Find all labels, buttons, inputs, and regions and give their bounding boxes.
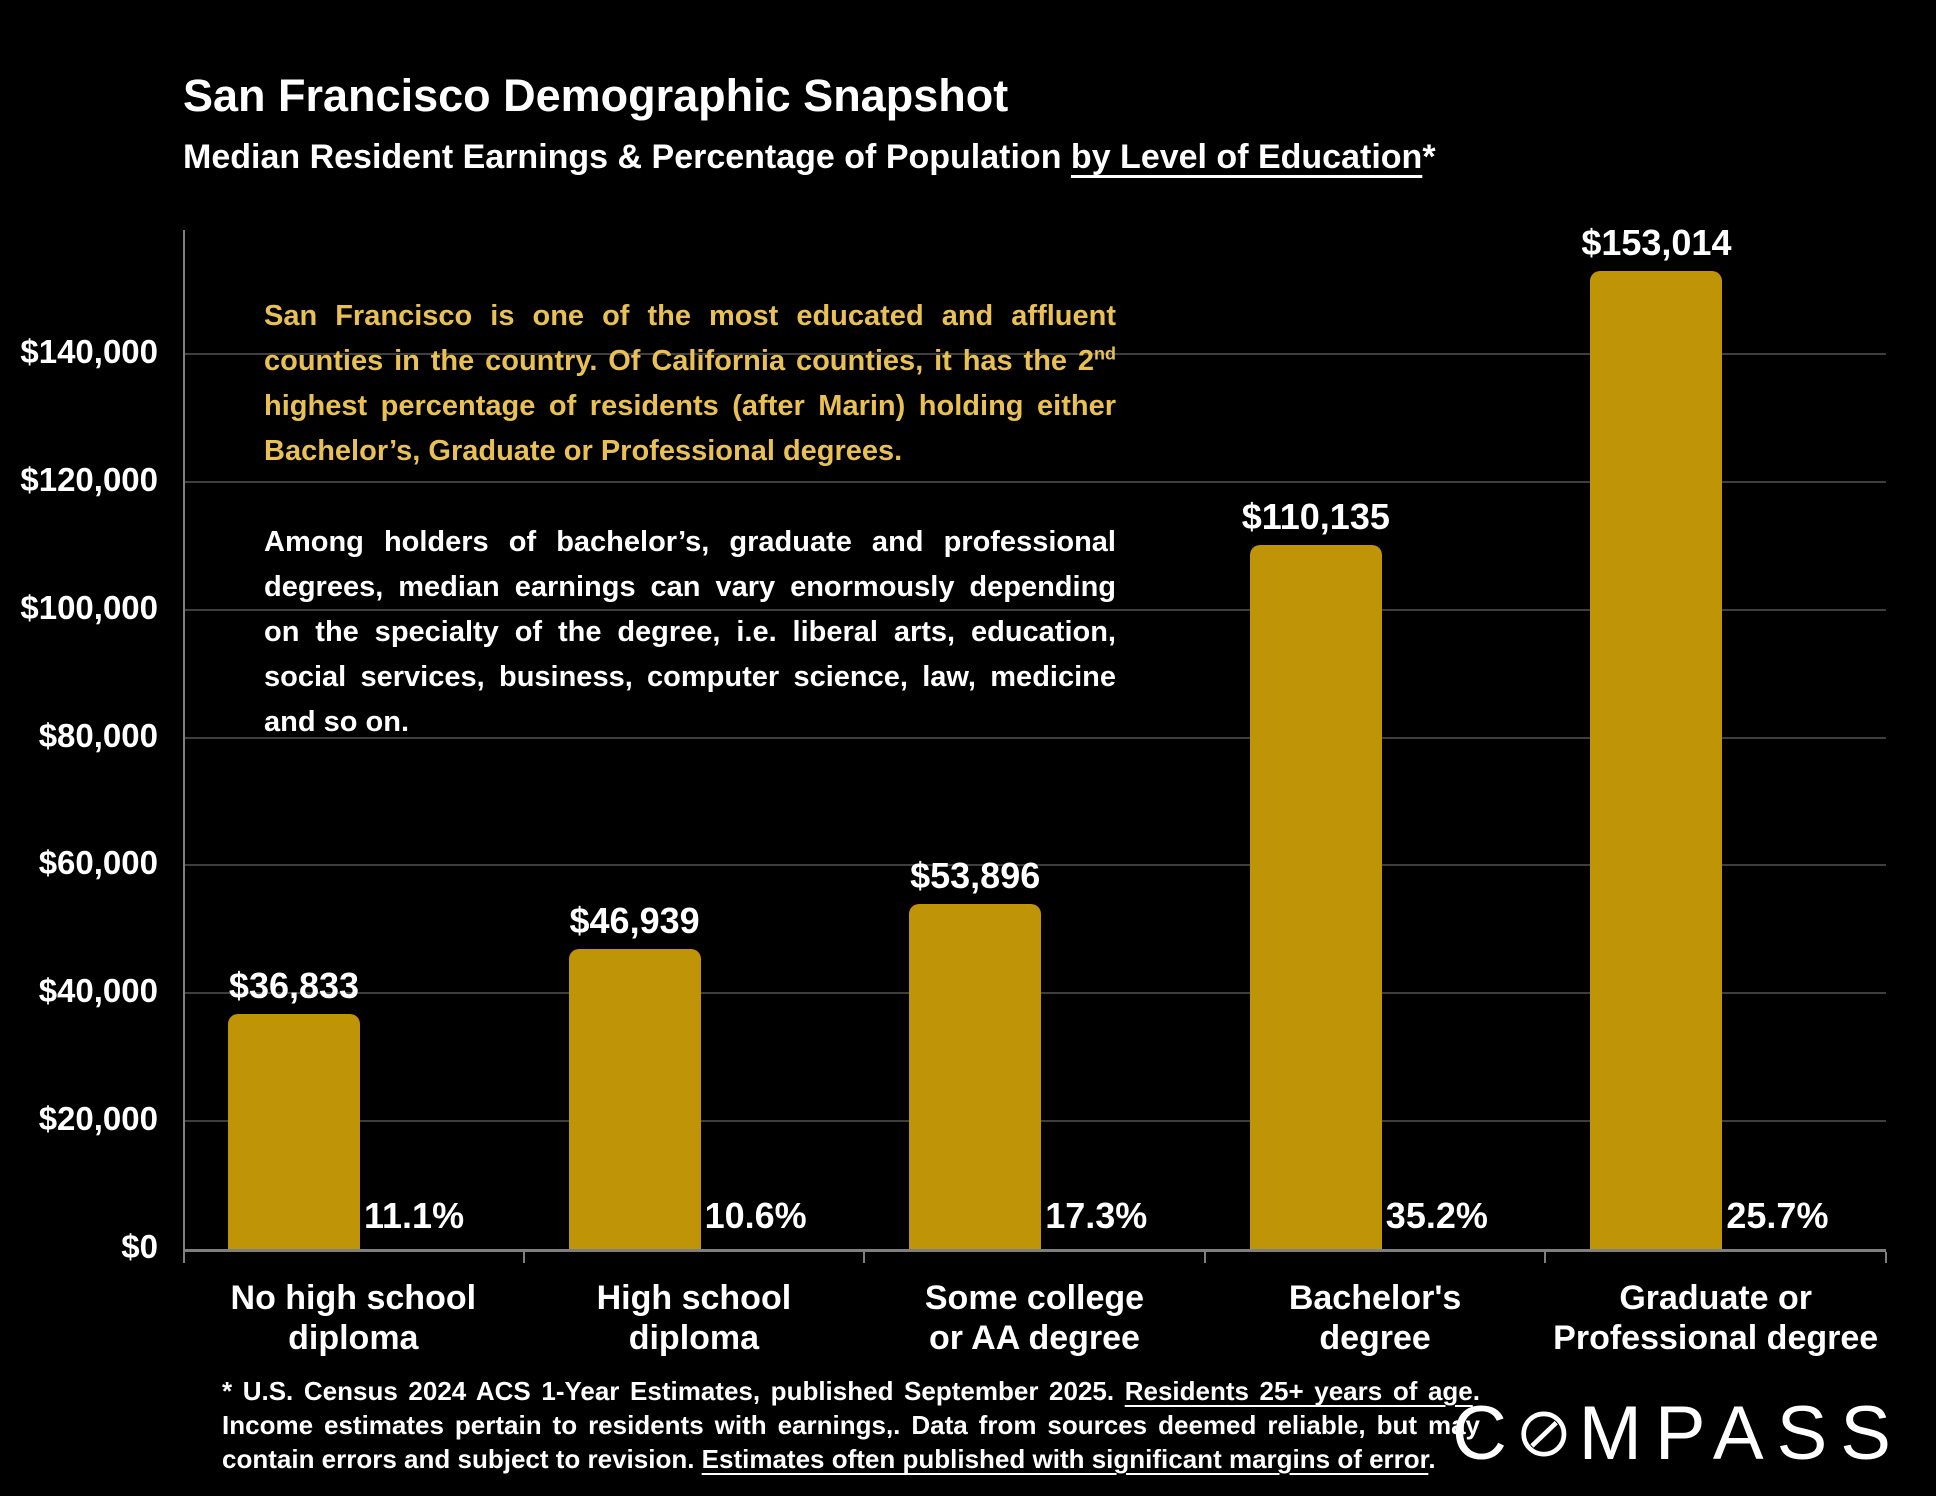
y-gridline [183,480,1886,483]
y-axis-tick-label: $120,000 [20,460,158,498]
bar-value-label: $53,896 [910,855,1041,897]
y-axis-tick-label: $0 [121,1228,158,1265]
footnote-text-2: . Income estimates pertain to residents … [222,1376,1480,1474]
subtitle-underlined: by Level of Education [1070,138,1423,176]
x-axis-tick [1544,1252,1547,1263]
page-title: San Francisco Demographic Snapshot [183,70,1009,121]
x-axis-category-label: High school diploma [596,1279,792,1357]
x-axis-tick [1885,1252,1887,1263]
bar-graduate-or-professional-degree [1590,270,1723,1249]
page-subtitle: Median Resident Earnings & Percentage of… [183,138,1436,177]
x-axis-category-label: No high school diploma [230,1279,477,1357]
bar-high-school-diploma [568,948,701,1249]
bar-value-label: $153,014 [1581,221,1732,263]
x-axis-line [183,1249,1886,1252]
gold-note-text: San Francisco is one of the most educate… [264,300,1116,377]
bar-percentage-label: 10.6% [704,1195,807,1236]
y-axis-line [183,230,185,1263]
y-axis-tick-label: $60,000 [38,844,158,882]
x-axis-category-label: Graduate or Professional degree [1553,1279,1879,1357]
footnote-underlined-1: Residents 25+ years of age [1124,1376,1473,1406]
y-gridline [183,864,1886,867]
footnote: * U.S. Census 2024 ACS 1-Year Estimates,… [222,1374,1480,1476]
x-axis-tick [522,1252,525,1263]
compass-o-needle-icon [1521,1411,1567,1457]
subtitle-prefix: Median Resident Earnings & Percentage of… [183,138,1071,176]
x-axis-tick [863,1252,866,1263]
bar-value-label: $110,135 [1241,495,1390,537]
bar-value-label: $36,833 [228,964,360,1006]
y-gridline [183,608,1886,611]
compass-logo: C MPASS [1452,1388,1904,1478]
subtitle-asterisk: * [1422,138,1436,176]
footnote-text-1: * U.S. Census 2024 ACS 1-Year Estimates,… [222,1376,1125,1406]
annotation-white: Among holders of bachelor’s, graduate an… [264,526,1116,738]
bar-value-label: $46,939 [569,899,700,941]
gold-note-text-rest: highest percentage of residents (after M… [264,390,1116,467]
compass-logo-letter-c: C [1452,1390,1520,1476]
y-gridline [183,353,1886,355]
x-axis-category-label: Bachelor's degree [1288,1279,1462,1357]
bar-bachelor-s-degree [1249,544,1382,1249]
x-axis-tick [1203,1252,1206,1263]
bar-some-college-or-aa-degree [909,904,1042,1249]
bar-percentage-label: 25.7% [1726,1195,1829,1236]
compass-logo-letters-mpass: MPASS [1578,1390,1904,1476]
bar-percentage-label: 17.3% [1045,1195,1148,1236]
y-axis-tick-label: $80,000 [38,716,158,754]
y-axis-tick-label: $100,000 [20,588,158,626]
bar-no-high-school-diploma [228,1013,360,1249]
bar-percentage-label: 35.2% [1385,1195,1488,1236]
bar-percentage-label: 11.1% [364,1195,465,1236]
y-gridline [183,736,1886,739]
y-axis-tick-label: $40,000 [38,972,158,1010]
footnote-text-3: . [1428,1444,1436,1474]
gold-note-superscript: nd [1094,343,1116,364]
annotation-gold: San Francisco is one of the most educate… [264,294,1116,474]
y-axis-tick-label: $140,000 [20,333,158,370]
footnote-underlined-2: Estimates often published with significa… [701,1444,1429,1474]
x-axis-category-label: Some college or AA degree [924,1279,1145,1357]
y-axis-tick-label: $20,000 [38,1100,158,1138]
